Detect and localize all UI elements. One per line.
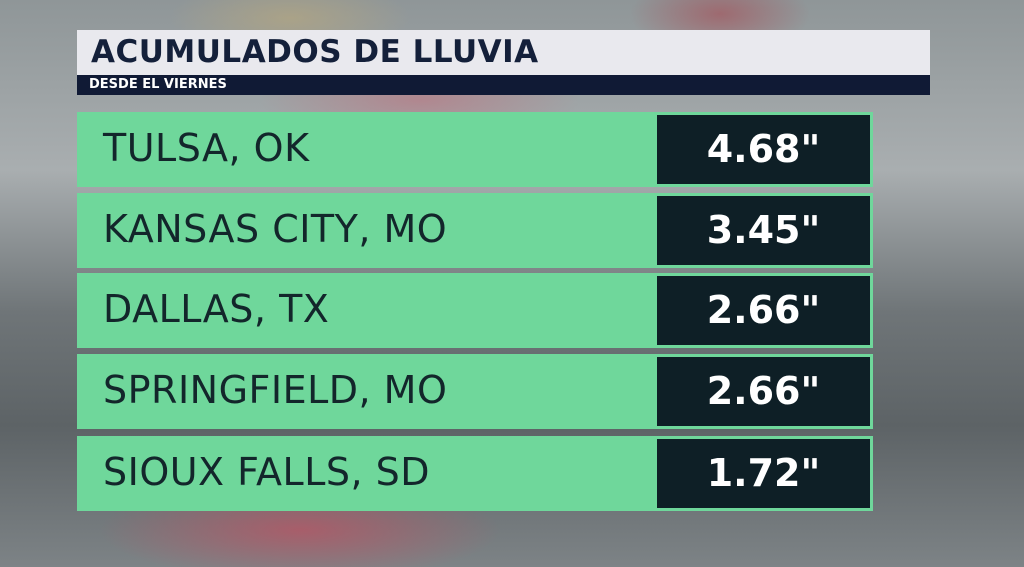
subtitle: DESDE EL VIERNES [89, 77, 227, 92]
city-name: TULSA, OK [103, 126, 310, 170]
city-name: SPRINGFIELD, MO [103, 368, 448, 412]
value-box: 1.72" [657, 439, 870, 508]
title-bar: ACUMULADOS DE LLUVIA [77, 30, 930, 75]
rainfall-value: 1.72" [706, 451, 821, 495]
rainfall-value: 2.66" [706, 288, 821, 332]
table-row: SPRINGFIELD, MO 2.66" [77, 354, 873, 429]
value-box: 3.45" [657, 196, 870, 265]
table-row: SIOUX FALLS, SD 1.72" [77, 436, 873, 511]
subtitle-bar: DESDE EL VIERNES [77, 75, 930, 95]
title: ACUMULADOS DE LLUVIA [91, 34, 539, 70]
value-box: 2.66" [657, 357, 870, 426]
table-row: DALLAS, TX 2.66" [77, 273, 873, 348]
rainfall-value: 2.66" [706, 369, 821, 413]
table-row: KANSAS CITY, MO 3.45" [77, 193, 873, 268]
value-box: 4.68" [657, 115, 870, 184]
table-row: TULSA, OK 4.68" [77, 112, 873, 187]
rainfall-value: 3.45" [706, 208, 821, 252]
value-box: 2.66" [657, 276, 870, 345]
rainfall-value: 4.68" [706, 127, 821, 171]
city-name: DALLAS, TX [103, 287, 330, 331]
city-name: SIOUX FALLS, SD [103, 450, 431, 494]
city-name: KANSAS CITY, MO [103, 207, 448, 251]
